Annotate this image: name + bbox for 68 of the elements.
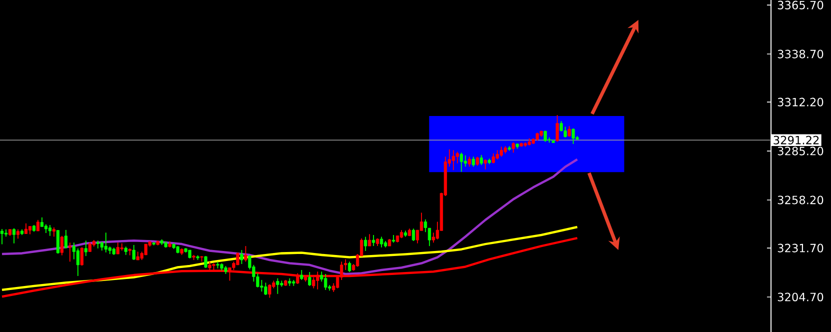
candlestick bbox=[500, 146, 503, 158]
candlestick bbox=[236, 252, 240, 266]
candlestick bbox=[80, 246, 84, 266]
candlestick bbox=[60, 235, 64, 256]
candlestick bbox=[300, 270, 304, 280]
candlestick bbox=[372, 234, 376, 247]
candlestick bbox=[12, 228, 16, 244]
y-tick-label: 3231.70 bbox=[778, 244, 824, 252]
candlestick bbox=[428, 228, 432, 247]
candlestick bbox=[380, 236, 384, 248]
candlestick bbox=[40, 216, 44, 228]
candlestick bbox=[204, 256, 208, 268]
candlestick bbox=[132, 244, 136, 260]
candlestick bbox=[88, 242, 92, 252]
candlestick bbox=[36, 219, 40, 232]
candlestick bbox=[24, 222, 28, 234]
candlestick bbox=[244, 246, 248, 262]
candlestick bbox=[96, 240, 100, 249]
candlestick bbox=[472, 156, 475, 168]
candlestick bbox=[324, 274, 328, 290]
candlestick bbox=[68, 242, 72, 262]
candlestick bbox=[240, 250, 244, 264]
candlestick bbox=[476, 156, 479, 166]
candlestick bbox=[564, 126, 567, 138]
candlestick bbox=[556, 114, 559, 142]
line-series bbox=[0, 226, 578, 292]
y-tick-label: 3204.70 bbox=[778, 292, 824, 302]
candlestick bbox=[364, 236, 368, 252]
candlestick bbox=[572, 128, 575, 144]
y-tick-label: 3365.70 bbox=[778, 0, 824, 10]
y-tick-label: 3338.70 bbox=[778, 50, 824, 58]
candlestick bbox=[64, 229, 68, 249]
candlestick bbox=[296, 272, 300, 284]
candlestick bbox=[432, 232, 436, 244]
candlestick bbox=[308, 272, 312, 286]
line-series bbox=[0, 236, 578, 298]
candlestick bbox=[0, 228, 4, 245]
candlestick bbox=[460, 152, 463, 172]
candlestick bbox=[268, 284, 272, 298]
candlestick bbox=[48, 224, 52, 236]
candlestick bbox=[492, 152, 495, 164]
candlestick bbox=[424, 218, 428, 233]
y-tick-label: 3285.20 bbox=[778, 146, 824, 156]
candlestick bbox=[348, 261, 352, 272]
candlestick bbox=[464, 154, 467, 168]
candlestick bbox=[316, 271, 320, 290]
candlestick bbox=[368, 234, 372, 247]
y-tick-label: 3312.20 bbox=[778, 98, 824, 106]
ref-line-label: 3291.22 bbox=[774, 136, 819, 144]
candlestick bbox=[452, 150, 455, 171]
candlestick bbox=[56, 230, 60, 254]
candlestick bbox=[116, 242, 120, 254]
candlestick bbox=[496, 150, 499, 160]
candlestick bbox=[468, 156, 471, 168]
candlestick bbox=[276, 278, 280, 294]
candlestick bbox=[104, 232, 108, 253]
candlestick bbox=[484, 158, 487, 170]
line-series bbox=[0, 158, 578, 276]
candlestick bbox=[480, 154, 483, 166]
candlestick bbox=[260, 279, 264, 292]
candlestick bbox=[412, 228, 416, 242]
y-tick-label: 3258.20 bbox=[778, 196, 824, 204]
candlestick bbox=[512, 142, 515, 154]
candlestick bbox=[544, 130, 547, 142]
candlestick bbox=[16, 228, 20, 240]
candlestick bbox=[264, 282, 268, 296]
candlestick bbox=[52, 226, 56, 238]
candlestick bbox=[84, 240, 88, 256]
